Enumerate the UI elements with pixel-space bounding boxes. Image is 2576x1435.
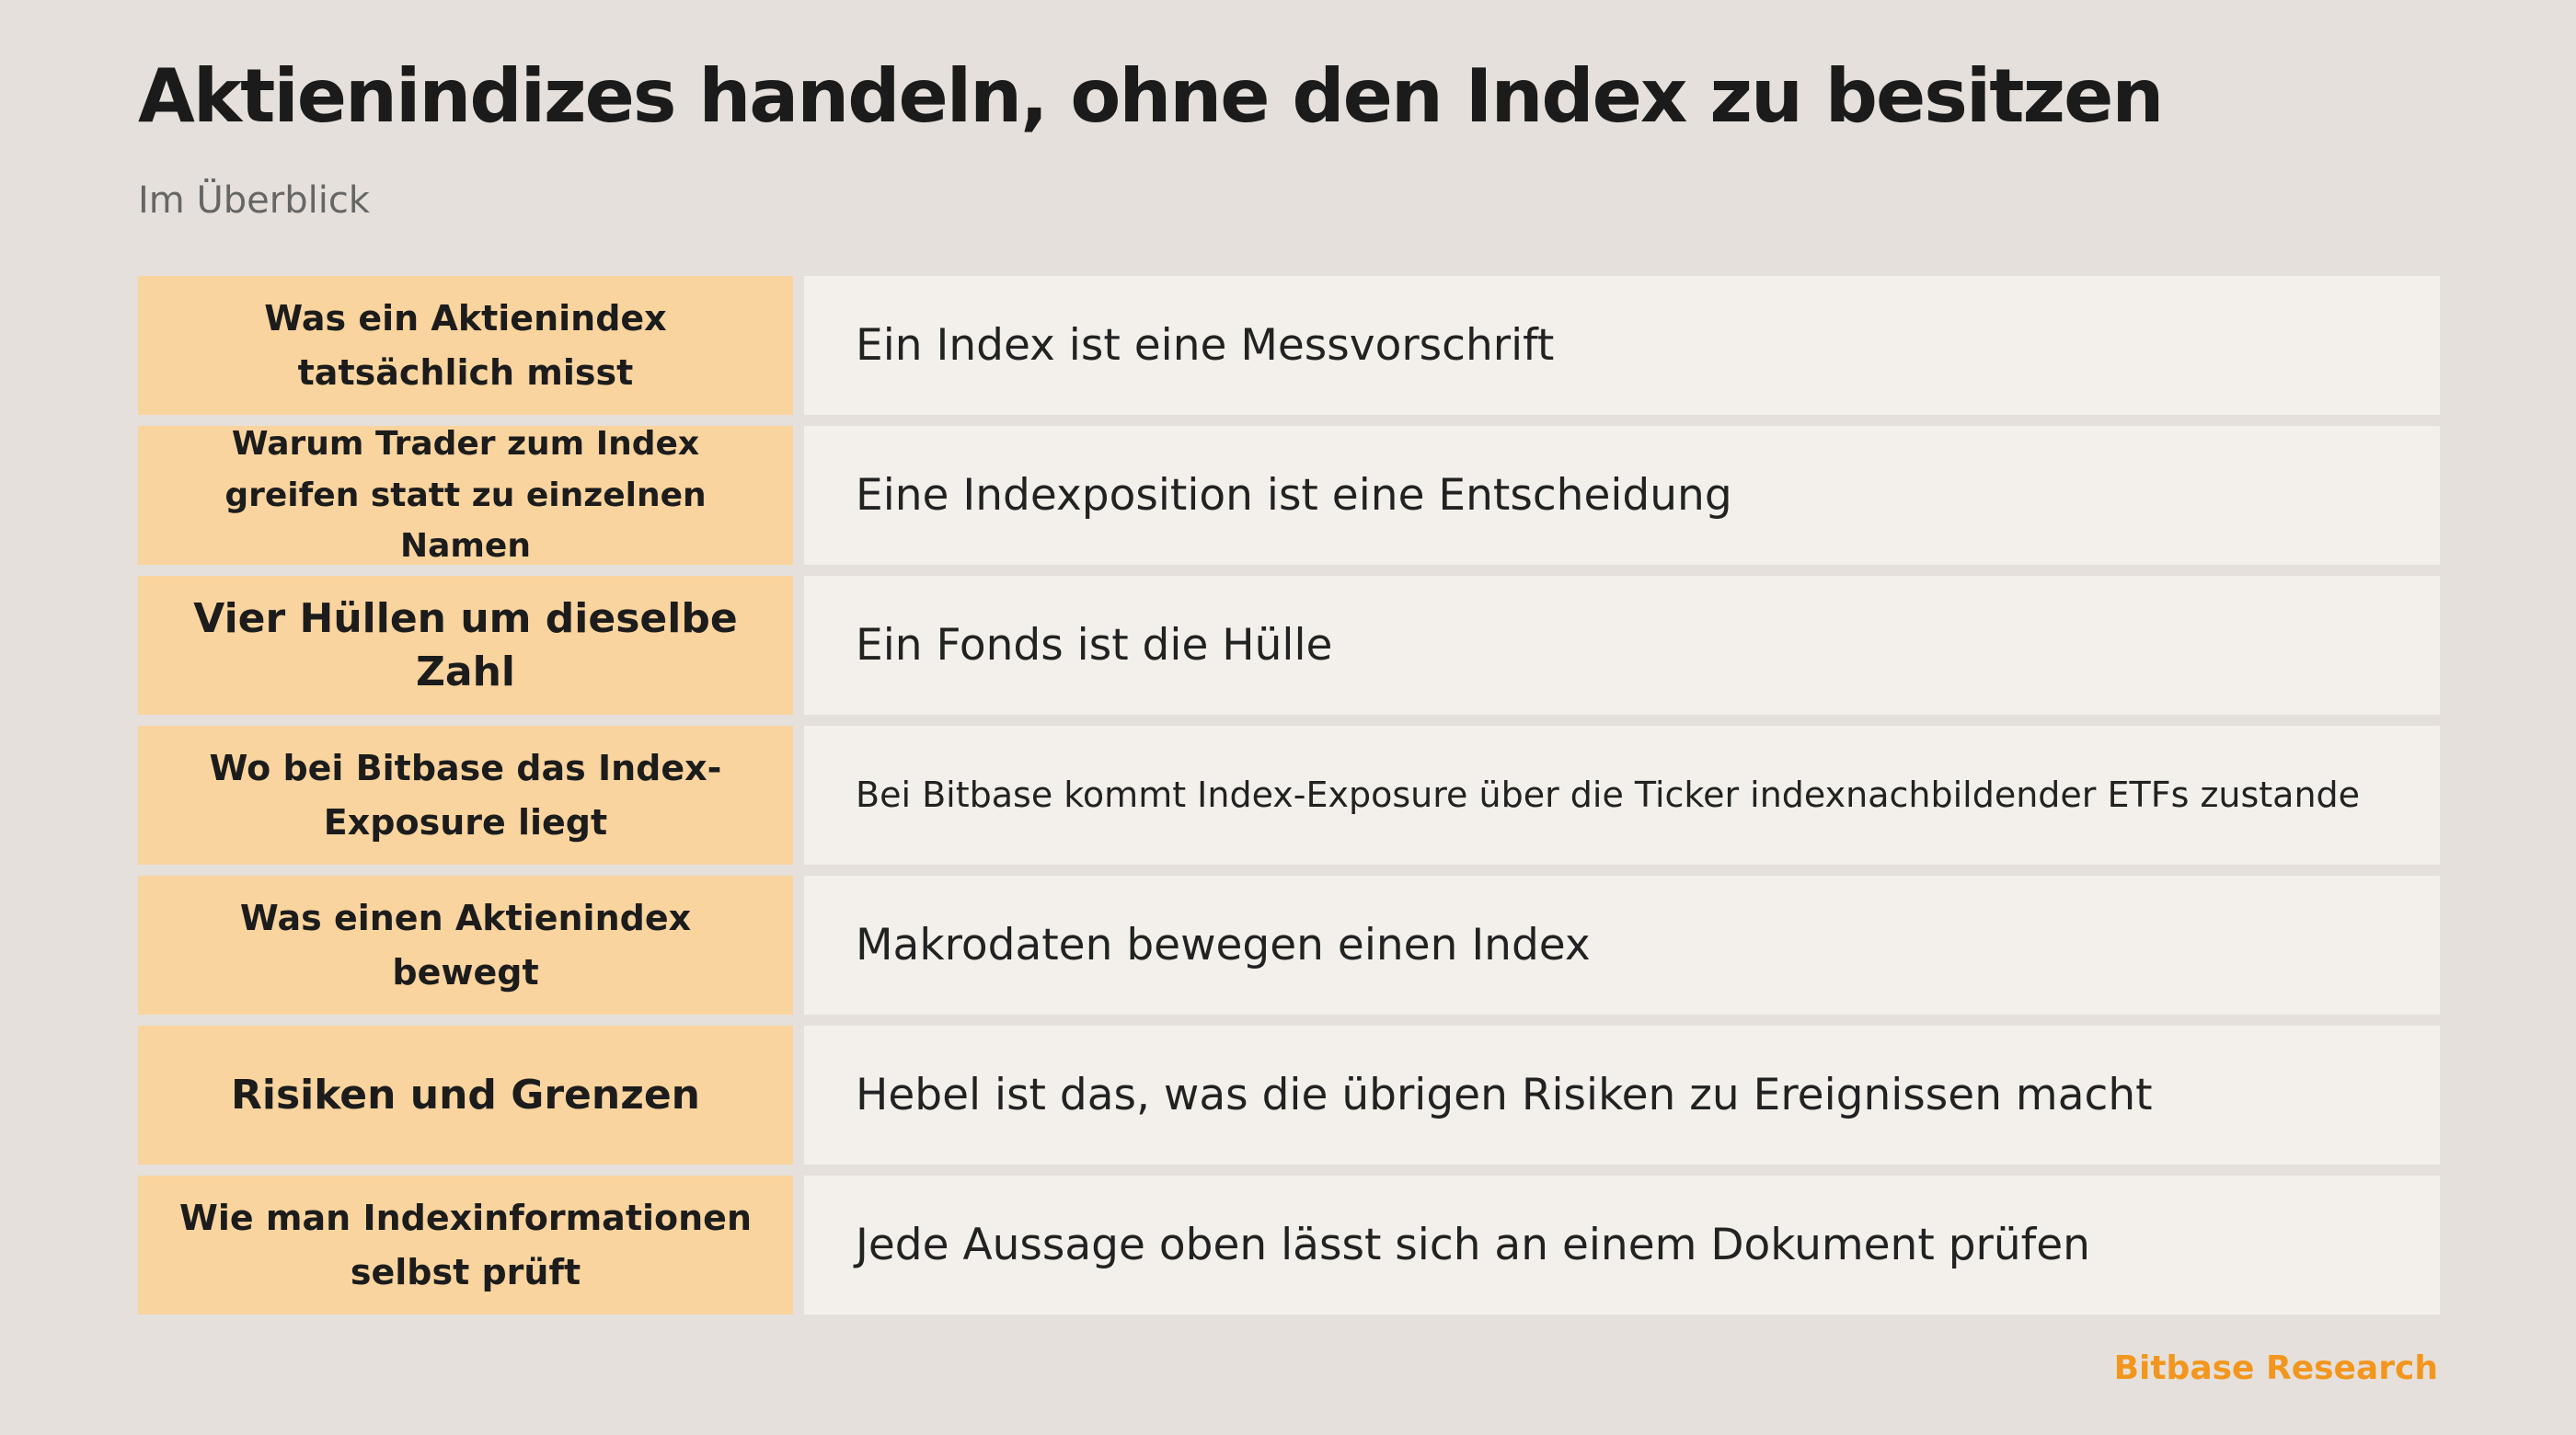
row-value: Eine Indexposition ist eine Entscheidung: [804, 426, 2440, 565]
overview-row: Wie man Indexinformationen selbst prüft …: [138, 1176, 2440, 1314]
overview-row: Risiken und Grenzen Hebel ist das, was d…: [138, 1026, 2440, 1165]
row-label: Vier Hüllen um dieselbe Zahl: [138, 576, 793, 715]
page-title: Aktienindizes handeln, ohne den Index zu…: [138, 53, 2164, 139]
row-value: Makrodaten bewegen einen Index: [804, 876, 2440, 1015]
row-value: Ein Fonds ist die Hülle: [804, 576, 2440, 715]
overview-row: Was einen Aktienindex bewegt Makrodaten …: [138, 876, 2440, 1015]
row-value: Hebel ist das, was die übrigen Risiken z…: [804, 1026, 2440, 1165]
row-value: Jede Aussage oben lässt sich an einem Do…: [804, 1176, 2440, 1314]
footer-brand: Bitbase Research: [2113, 1349, 2438, 1387]
page-subtitle: Im Überblick: [138, 179, 370, 222]
row-label: Warum Trader zum Index greifen statt zu …: [138, 425, 793, 565]
row-label: Was einen Aktienindex bewegt: [138, 876, 793, 1015]
overview-row: Was ein Aktienindex tatsächlich misst Ei…: [138, 276, 2440, 415]
overview-row: Wo bei Bitbase das Index-Exposure liegt …: [138, 726, 2440, 865]
row-value: Bei Bitbase kommt Index-Exposure über di…: [804, 726, 2440, 865]
row-label: Wie man Indexinformationen selbst prüft: [138, 1176, 793, 1314]
row-label: Was ein Aktienindex tatsächlich misst: [138, 276, 793, 415]
row-value: Ein Index ist eine Messvorschrift: [804, 276, 2440, 415]
overview-table: Was ein Aktienindex tatsächlich misst Ei…: [138, 276, 2440, 1314]
row-label: Wo bei Bitbase das Index-Exposure liegt: [138, 726, 793, 865]
row-label: Risiken und Grenzen: [138, 1026, 793, 1165]
overview-row: Warum Trader zum Index greifen statt zu …: [138, 425, 2440, 565]
overview-row: Vier Hüllen um dieselbe Zahl Ein Fonds i…: [138, 576, 2440, 715]
